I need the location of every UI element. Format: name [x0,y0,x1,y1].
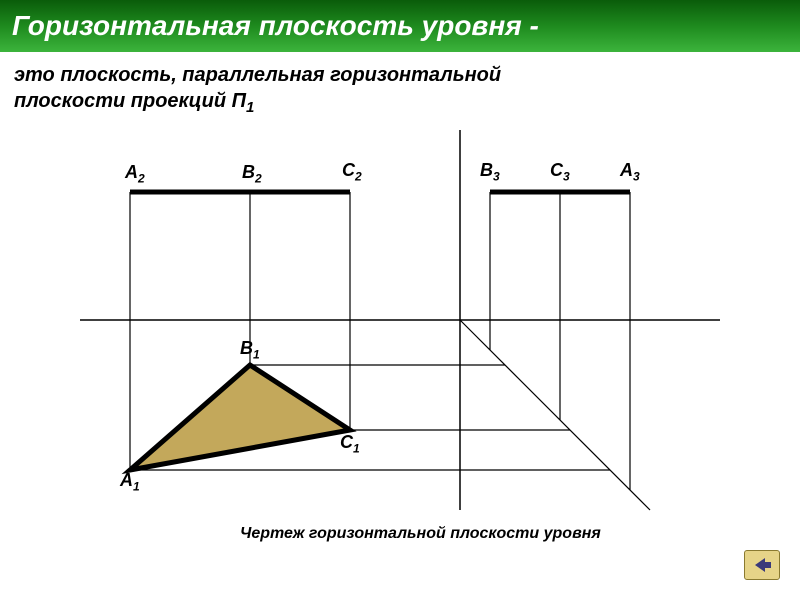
label-B3: B3 [480,160,500,184]
subtitle: это плоскость, параллельная горизонтальн… [14,62,786,118]
label-C1: C1 [340,432,360,456]
label-C2: C2 [342,160,362,184]
subtitle-line1: это плоскость, параллельная горизонтальн… [14,64,501,86]
projection-diagram [80,130,720,530]
label-B2: B2 [242,162,262,186]
drawing-area: A2 B2 C2 B3 C3 A3 B1 C1 A1 Чертеж горизо… [80,130,720,530]
subtitle-line2: плоскости проекций П [14,90,246,112]
subtitle-sub: 1 [246,99,254,116]
label-A2: A2 [125,162,145,186]
nav-back-button[interactable] [744,550,780,580]
nav-back-icon [751,556,773,574]
title-bar: Горизонтальная плоскость уровня - [0,0,800,52]
label-A3: A3 [620,160,640,184]
title-text: Горизонтальная плоскость уровня - [12,10,539,42]
label-C3: C3 [550,160,570,184]
label-A1: A1 [120,470,140,494]
caption: Чертеж горизонтальной плоскости уровня [240,525,601,543]
label-B1: B1 [240,338,260,362]
